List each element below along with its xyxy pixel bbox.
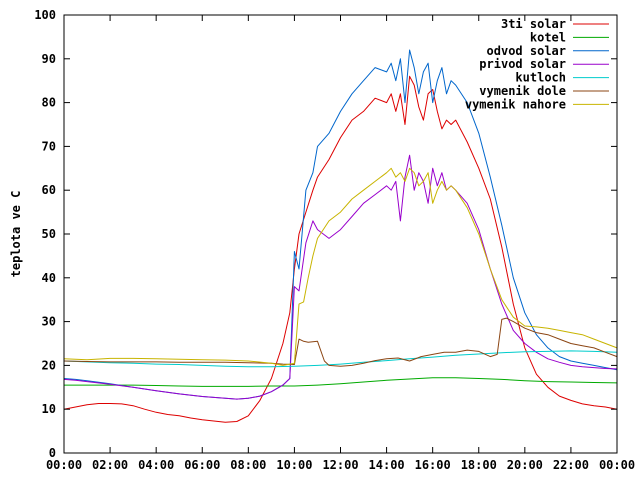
series-line-vymenik-nahore (63, 167, 618, 366)
x-tick-label: 20:00 (507, 458, 543, 472)
series-line-kotel (64, 377, 618, 387)
y-tick-label: 20 (42, 358, 56, 372)
legend-label: 3ti solar (501, 17, 566, 31)
legend-label: odvod solar (487, 44, 566, 58)
x-tick-label: 18:00 (461, 458, 497, 472)
y-tick-label: 40 (42, 271, 56, 285)
y-tick-label: 80 (42, 96, 56, 110)
x-tick-label: 06:00 (184, 458, 220, 472)
ticks-layer: 0 10 20 30 40 50 60 70 80 90 100 00:00 02:00 04:00 06:… (34, 8, 635, 472)
y-tick-label: 90 (42, 52, 56, 66)
legend-label: privod solar (479, 57, 566, 71)
series-line-3ti-solar (63, 75, 618, 423)
series-layer (63, 49, 618, 423)
y-tick-label: 50 (42, 227, 56, 241)
x-tick-label: 16:00 (415, 458, 451, 472)
x-tick-label: 12:00 (322, 458, 358, 472)
legend-label: vymenik dole (479, 84, 566, 98)
x-tick-label: 14:00 (369, 458, 405, 472)
y-tick-label: 70 (42, 139, 56, 153)
legend-label: kotel (530, 30, 566, 44)
x-tick-label: 08:00 (230, 458, 266, 472)
y-axis-label: teplota ve C (9, 191, 23, 278)
x-tick-label: 22:00 (553, 458, 589, 472)
x-tick-label: 00:00 (599, 458, 635, 472)
y-tick-label: 30 (42, 315, 56, 329)
x-tick-label: 04:00 (138, 458, 174, 472)
series-line-privod-solar (63, 154, 618, 400)
legend-label: vymenik nahore (465, 97, 566, 111)
series-line-kutloch (63, 350, 618, 368)
y-tick-label: 100 (34, 8, 56, 22)
series-line-vymenik-dole (63, 317, 618, 367)
y-tick-label: 0 (49, 446, 56, 460)
legend-label: kutloch (515, 71, 566, 85)
x-tick-label: 00:00 (46, 458, 82, 472)
x-tick-label: 02:00 (92, 458, 128, 472)
x-tick-label: 10:00 (276, 458, 312, 472)
y-tick-label: 10 (42, 402, 56, 416)
y-tick-label: 60 (42, 183, 56, 197)
